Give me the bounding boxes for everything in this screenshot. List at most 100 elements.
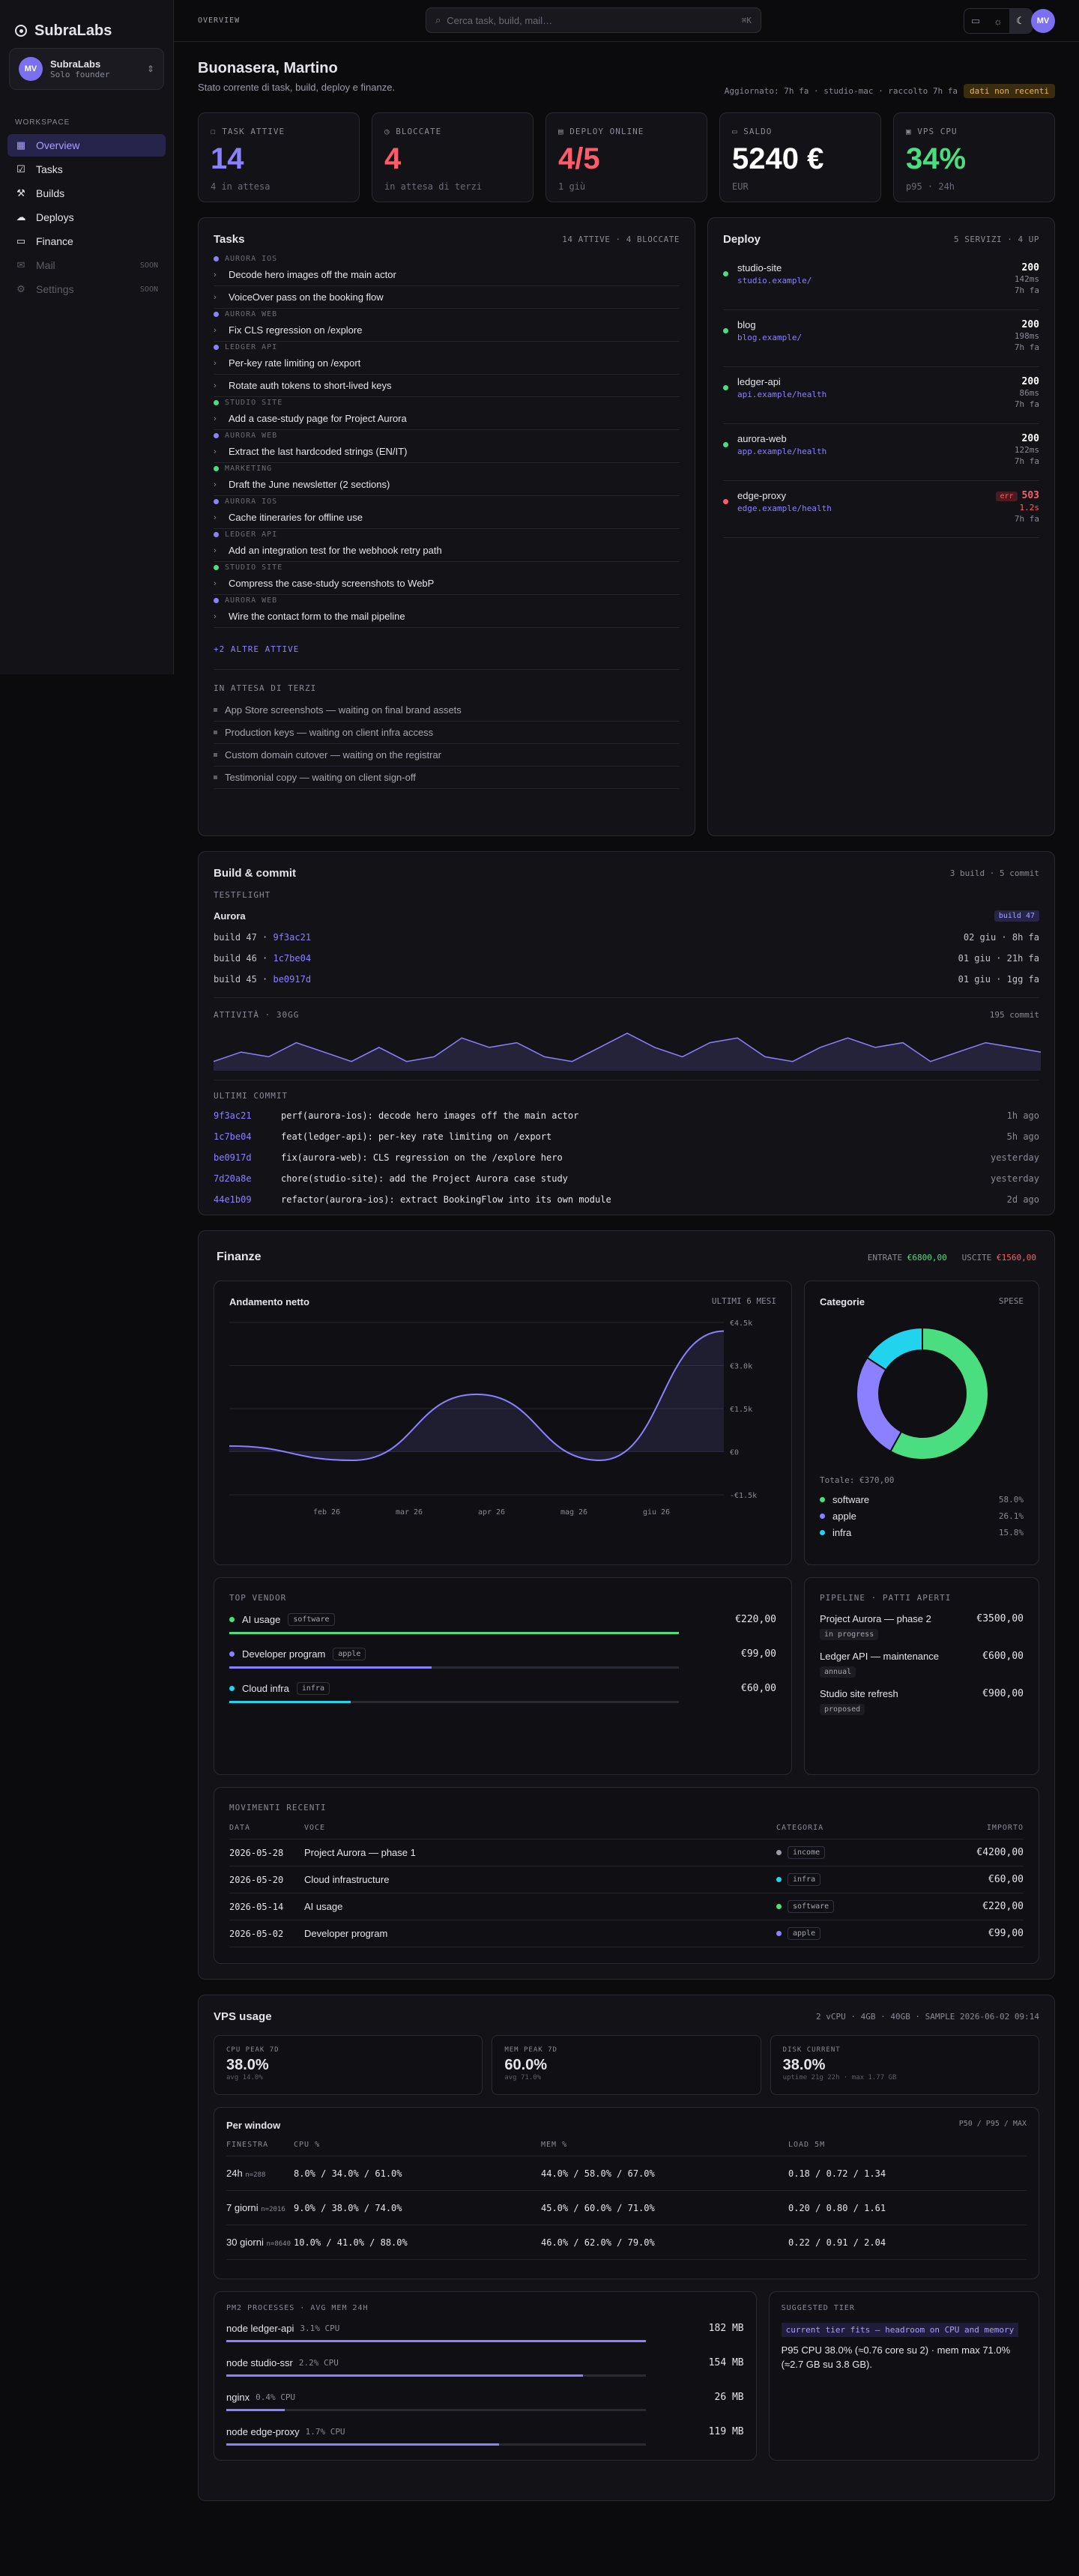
movement-row[interactable]: 2026-05-28 Project Aurora — phase 1 income… <box>229 1839 1024 1866</box>
pipeline-row[interactable]: Project Aurora — phase 2 €3500,00 in progr… <box>820 1613 1024 1640</box>
pipeline-tag: proposed <box>820 1704 865 1715</box>
sidebar-item-tasks[interactable]: ☑ Tasks <box>7 158 166 181</box>
deploy-row[interactable]: aurora-web app.example/health 200 122ms 7h f… <box>723 424 1039 481</box>
monitor-icon[interactable]: ▭ <box>970 15 981 26</box>
commit-list: 9f3ac21 perf(aurora-ios): decode hero ima… <box>214 1105 1039 1210</box>
commit-hash-link[interactable]: be0917d <box>273 974 312 985</box>
task-item[interactable]: › Decode hero images off the main actor <box>214 264 680 286</box>
donut-slice-apple[interactable] <box>856 1356 903 1453</box>
deploy-status: 200 142ms 7h fa <box>1015 262 1039 296</box>
task-item[interactable]: › Per-key rate limiting on /export <box>214 352 680 375</box>
movement-row[interactable]: 2026-05-02 Developer program apple €99,00 <box>229 1920 1024 1947</box>
sidebar-item-deploys[interactable]: ☁ Deploys <box>16 211 74 223</box>
deploy-row[interactable]: blog blog.example/200 198ms 7h fa <box>723 310 1039 367</box>
commit-hash[interactable]: 44e1b09 <box>214 1194 252 1205</box>
task-item[interactable]: › Fix CLS regression on /explore <box>214 319 680 342</box>
commit-row[interactable]: be0917d fix(aurora-web): CLS regression o… <box>214 1147 1039 1168</box>
commit-row[interactable]: 1c7be04 feat(ledger-api): per-key rate li… <box>214 1126 1039 1147</box>
search-input[interactable]: ⌕ Cerca task, build, mail… ⌘K <box>426 7 761 33</box>
legend-item-apple[interactable]: apple 26.1% <box>820 1508 1024 1524</box>
commit-row[interactable]: 9f3ac21 perf(aurora-ios): decode hero ima… <box>214 1105 1039 1126</box>
task-item[interactable]: › Add an integration test for the webhook… <box>214 539 680 562</box>
service-url[interactable]: app.example/health <box>737 447 827 456</box>
commit-hash[interactable]: 1c7be04 <box>214 1131 252 1142</box>
task-item[interactable]: › Cache itineraries for offline use <box>214 507 680 529</box>
waiting-text: Production keys — waiting on client infr… <box>225 727 434 738</box>
kpi-vps-cpu[interactable]: ▣ VPS CPU 34% p95 · 24h <box>893 112 1055 202</box>
task-item[interactable]: › Add a case-study page for Project Auror… <box>214 408 680 430</box>
waiting-item[interactable]: Custom domain cutover — waiting on the r… <box>214 744 680 767</box>
commit-hash-link[interactable]: 9f3ac21 <box>273 932 312 943</box>
waiting-item[interactable]: Production keys — waiting on client infr… <box>214 722 680 744</box>
legend-item-software[interactable]: software 58.0% <box>820 1491 1024 1508</box>
sidebar-item-settings: ⚙ Settings SOON <box>7 278 166 300</box>
movement-row[interactable]: 2026-05-20 Cloud infrastructure infra €60,0… <box>229 1866 1024 1893</box>
x-tick-label: mar 26 <box>396 1508 423 1517</box>
task-item[interactable]: › VoiceOver pass on the booking flow <box>214 286 680 309</box>
deploy-row[interactable]: studio-site studio.example/200 142ms 7h fa <box>723 253 1039 310</box>
brand[interactable]: SubraLabs <box>0 0 173 45</box>
donut-slice-software[interactable] <box>889 1326 989 1460</box>
latency: 1.2s <box>1019 503 1040 513</box>
status-code: 503 <box>1021 490 1039 501</box>
service-url[interactable]: edge.example/health <box>737 504 832 513</box>
kpi-value: 4/5 <box>558 142 600 175</box>
vendor-row[interactable]: Cloud infra infra €60,00 <box>229 1682 776 1703</box>
commit-hash[interactable]: 7d20a8e <box>214 1173 252 1184</box>
task-item[interactable]: › Wire the contact form to the mail pipel… <box>214 605 680 628</box>
pipeline-row[interactable]: Studio site refresh €900,00 proposed <box>820 1688 1024 1715</box>
legend-item-infra[interactable]: infra 15.8% <box>820 1524 1024 1541</box>
service-url[interactable]: blog.example/ <box>737 333 803 342</box>
task-item[interactable]: › Compress the case-study screenshots to … <box>214 572 680 595</box>
movement-date: 2026-05-20 <box>229 1874 284 1885</box>
kpi-task-attive[interactable]: ☐ TASK ATTIVE 14 4 in attesa <box>198 112 360 202</box>
build-row[interactable]: build 46 · 1c7be04 01 giu · 21h fa <box>214 948 1039 969</box>
task-item[interactable]: › Draft the June newsletter (2 sections) <box>214 474 680 496</box>
service-url[interactable]: studio.example/ <box>737 276 812 285</box>
user-avatar[interactable]: MV <box>1031 9 1055 33</box>
movement-row[interactable]: 2026-05-14 AI usage software €220,00 <box>229 1893 1024 1920</box>
deploy-row[interactable]: edge-proxy edge.example/health err 503 1.2s 7… <box>723 481 1039 538</box>
sidebar-item-overview[interactable]: ▦ Overview <box>7 134 166 157</box>
moon-icon[interactable]: ☾ <box>1009 9 1032 33</box>
task-project-tag: STUDIO SITE <box>214 397 680 408</box>
commit-hash-link[interactable]: 1c7be04 <box>273 953 312 964</box>
movement-date: 2026-05-02 <box>229 1928 284 1939</box>
commit-hash[interactable]: 9f3ac21 <box>214 1110 252 1121</box>
pipeline-name: Studio site refresh <box>820 1688 898 1699</box>
vendor-row[interactable]: Developer program apple €99,00 <box>229 1648 776 1669</box>
task-title: Compress the case-study screenshots to W… <box>229 578 435 589</box>
commit-row[interactable]: 7d20a8e chore(studio-site): add the Proje… <box>214 1168 1039 1189</box>
project-dot <box>214 311 219 317</box>
pipeline-row[interactable]: Ledger API — maintenance €600,00 annual <box>820 1651 1024 1678</box>
vendor-row[interactable]: AI usage software €220,00 <box>229 1613 776 1634</box>
sun-icon[interactable]: ☼ <box>994 15 1003 27</box>
donut-slice-infra[interactable] <box>865 1326 923 1371</box>
task-item[interactable]: › Rotate auth tokens to short-lived keys <box>214 375 680 397</box>
kpi-saldo[interactable]: ▭ SALDO 5240 € EUR <box>719 112 881 202</box>
build-row[interactable]: build 47 · 9f3ac21 02 giu · 8h fa <box>214 927 1039 948</box>
build-row[interactable]: build 45 · be0917d 01 giu · 1gg fa <box>214 969 1039 990</box>
sidebar-item-builds[interactable]: ⚒ Builds <box>7 182 166 205</box>
chevron-right-icon: › <box>214 292 217 302</box>
process-bar <box>226 2443 646 2446</box>
more-tasks-link[interactable]: +2 ALTRE ATTIVE <box>214 644 300 654</box>
waiting-item[interactable]: Testimonial copy — waiting on client sig… <box>214 767 680 789</box>
kpi-deploy-online[interactable]: ▤ DEPLOY ONLINE 4/5 1 giù <box>545 112 707 202</box>
sidebar-item-finance[interactable]: ▭ Finance <box>16 235 73 247</box>
kpi-bloccate[interactable]: ◷ BLOCCATE 4 in attesa di terzi <box>372 112 534 202</box>
project-dot <box>214 498 219 504</box>
task-item[interactable]: › Extract the last hardcoded strings (EN/… <box>214 441 680 463</box>
waiting-item[interactable]: App Store screenshots — waiting on final… <box>214 699 680 722</box>
breadcrumb: OVERVIEW <box>198 16 241 25</box>
kpi-row: ☐ TASK ATTIVE 14 4 in attesa ◷ BLOCCATE 4 in… <box>198 112 1055 202</box>
commit-row[interactable]: 44e1b09 refactor(aurora-ios): extract Boo… <box>214 1189 1039 1210</box>
build-name: build 45 · be0917d <box>214 974 312 985</box>
clock-icon: ◷ <box>384 127 396 136</box>
build-badge: build 47 <box>994 910 1039 922</box>
service-url[interactable]: api.example/health <box>737 390 827 399</box>
deploy-row[interactable]: ledger-api api.example/health 200 86ms 7h fa <box>723 367 1039 424</box>
commit-hash[interactable]: be0917d <box>214 1152 252 1163</box>
build-name: build 47 · 9f3ac21 <box>214 932 312 943</box>
account-switcher[interactable]: MV SubraLabs Solo founder ⇕ <box>9 48 164 90</box>
